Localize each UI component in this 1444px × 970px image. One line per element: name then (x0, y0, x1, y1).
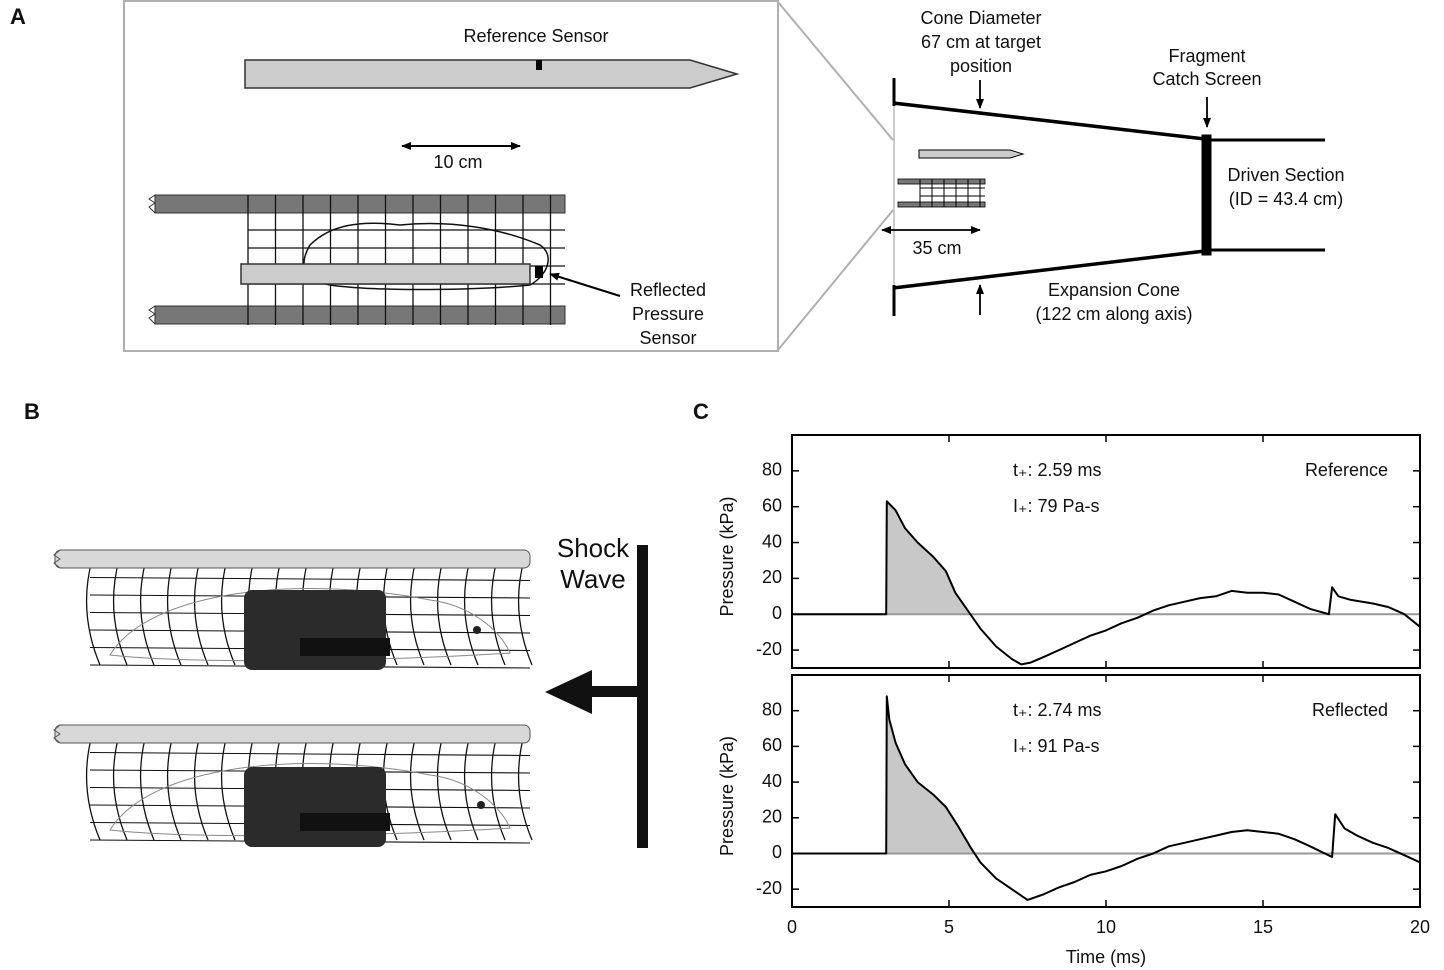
screen-label: Catch Screen (1152, 69, 1261, 89)
scale-label: 35 cm (912, 238, 961, 258)
positive-phase-fill (886, 696, 975, 854)
panel-label: B (24, 399, 40, 424)
y-tick-label: 20 (762, 807, 782, 827)
y-tick-label: -20 (756, 639, 782, 659)
cage-bar (220, 734, 236, 841)
reflected-sensor-label: Reflected (630, 280, 706, 300)
annotation: I₊: 79 Pa-s (1013, 496, 1100, 516)
cage-bar (517, 559, 533, 666)
cage-bar (193, 559, 209, 666)
panel-label: C (693, 399, 709, 424)
cage-bar (220, 559, 236, 666)
inset: Reference Sensor 10 cm Reflected Pressur… (123, 0, 779, 352)
plot-frame (791, 434, 1421, 669)
annotation: t₊: 2.59 ms (1013, 460, 1102, 480)
zoom-line (777, 209, 894, 351)
y-tick-label: 80 (762, 699, 782, 719)
reflected-sensor-label: Pressure (632, 304, 704, 324)
body-armor (244, 590, 386, 670)
series-label: Reference (1305, 460, 1388, 480)
y-tick-label: 80 (762, 460, 782, 480)
y-axis-title: Pressure (kPa) (717, 496, 737, 616)
shock-label: Shock (557, 533, 630, 563)
cage-bar (409, 559, 425, 666)
reflected-sensor-label: Sensor (639, 328, 696, 348)
cage-bar (463, 734, 479, 841)
pipe-end (53, 549, 61, 569)
cone-label: Cone Diameter (920, 8, 1041, 28)
y-tick-label: -20 (756, 878, 782, 898)
cage-bar (409, 734, 425, 841)
panel-label: A (10, 4, 26, 29)
x-tick-label: 5 (944, 917, 954, 937)
zoom-line (777, 1, 894, 141)
pipe (54, 724, 531, 744)
expansion-label: Expansion Cone (1048, 280, 1180, 300)
y-tick-label: 60 (762, 495, 782, 515)
x-tick-label: 20 (1410, 917, 1430, 937)
cage-bar (193, 734, 209, 841)
rat-eye (473, 626, 481, 634)
cone-diagram (881, 78, 1325, 316)
cage-bar (436, 734, 452, 841)
plot-frame (791, 674, 1421, 908)
x-tick-label: 10 (1096, 917, 1116, 937)
x-tick-label: 15 (1253, 917, 1273, 937)
y-tick-label: 0 (772, 603, 782, 623)
cone-label: 67 cm at target (921, 32, 1041, 52)
annotation: t₊: 2.74 ms (1013, 700, 1102, 720)
y-tick-label: 40 (762, 771, 782, 791)
screen-label: Fragment (1168, 46, 1245, 66)
cone-label: position (950, 56, 1012, 76)
annotation: I₊: 91 Pa-s (1013, 736, 1100, 756)
cage-bar (517, 734, 533, 841)
driven-label: (ID = 43.4 cm) (1229, 189, 1344, 209)
y-tick-label: 40 (762, 531, 782, 551)
cage-bar (89, 576, 531, 582)
pipe (54, 549, 531, 569)
cage-bar (85, 734, 101, 841)
expansion-label: (122 cm along axis) (1035, 304, 1192, 324)
scale-label: 10 cm (433, 152, 482, 172)
positive-phase-fill (886, 501, 971, 615)
cage-bar (490, 734, 506, 841)
cages (53, 549, 533, 847)
series-label: Reflected (1312, 700, 1388, 720)
body-armor-strap (300, 638, 390, 656)
y-tick-label: 20 (762, 567, 782, 587)
shock-arrow (545, 545, 648, 848)
cage-bar (463, 559, 479, 666)
series-line (792, 500, 1421, 666)
cage-bar (85, 559, 101, 666)
body-armor-strap (300, 813, 390, 831)
y-axis-title: Pressure (kPa) (717, 736, 737, 856)
cage-bar (436, 559, 452, 666)
x-tick-label: 0 (787, 917, 797, 937)
cage-bar (490, 559, 506, 666)
shock-label: Wave (560, 564, 626, 594)
cage-bar (89, 751, 531, 757)
y-tick-label: 0 (772, 842, 782, 862)
reference-sensor-label: Reference Sensor (463, 26, 608, 46)
driven-label: Driven Section (1227, 165, 1344, 185)
x-axis-title: Time (ms) (1066, 947, 1146, 967)
body-armor (244, 767, 386, 847)
y-tick-label: 60 (762, 735, 782, 755)
rat-eye (477, 801, 485, 809)
series-line (792, 695, 1421, 901)
pipe-end (53, 724, 61, 744)
